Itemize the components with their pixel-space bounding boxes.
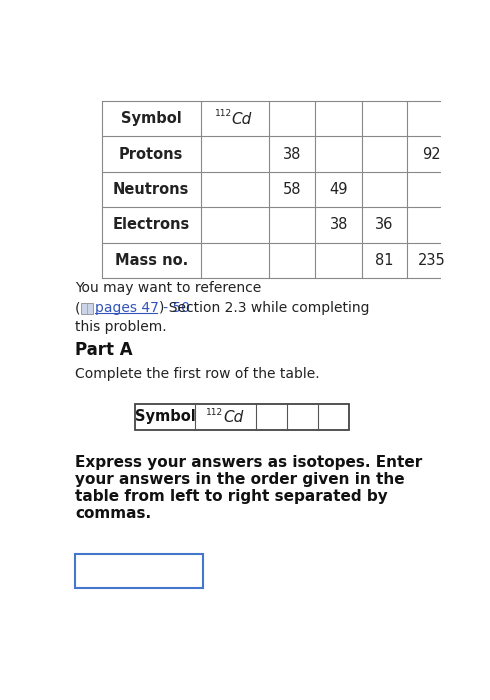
Text: Mass no.: Mass no.	[115, 253, 188, 268]
Text: (: (	[75, 301, 81, 315]
Text: this problem.: this problem.	[75, 319, 167, 334]
Text: 235: 235	[418, 253, 445, 268]
Text: Protons: Protons	[119, 146, 183, 162]
Text: Cd: Cd	[232, 112, 252, 127]
Text: 58: 58	[283, 182, 301, 197]
Text: 112: 112	[206, 407, 223, 416]
Text: Symbol: Symbol	[135, 409, 196, 424]
Text: Part A: Part A	[75, 341, 133, 358]
Text: Express your answers as isotopes. Enter: Express your answers as isotopes. Enter	[75, 455, 422, 470]
Bar	[75, 554, 203, 588]
Text: 38: 38	[329, 218, 348, 232]
Text: Cd: Cd	[223, 410, 244, 425]
Text: Electrons: Electrons	[113, 218, 190, 232]
Text: Complete the first row of the table.: Complete the first row of the table.	[75, 368, 320, 382]
Bar	[135, 403, 349, 430]
Text: 92: 92	[422, 146, 441, 162]
Text: 36: 36	[375, 218, 393, 232]
Text: Neutrons: Neutrons	[113, 182, 189, 197]
Text: 81: 81	[375, 253, 393, 268]
Text: commas.: commas.	[75, 506, 151, 521]
Text: your answers in the order given in the: your answers in the order given in the	[75, 472, 405, 487]
Text: table from left to right separated by: table from left to right separated by	[75, 489, 388, 504]
Text: 49: 49	[329, 182, 348, 197]
Text: Symbol: Symbol	[121, 111, 181, 126]
Text: 112: 112	[215, 108, 232, 118]
Text: pages 47 - 50: pages 47 - 50	[96, 301, 190, 315]
Bar	[81, 302, 93, 314]
Text: ) Section 2.3 while completing: ) Section 2.3 while completing	[159, 301, 369, 315]
Text: 38: 38	[283, 146, 301, 162]
Text: You may want to reference: You may want to reference	[75, 281, 262, 295]
